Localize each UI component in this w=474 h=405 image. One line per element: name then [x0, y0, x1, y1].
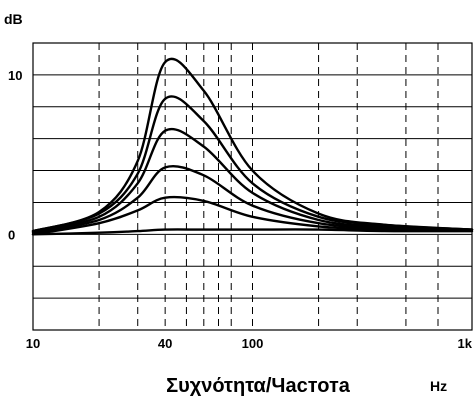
response-curve-3 — [31, 127, 474, 233]
plot-area-frame — [32, 42, 473, 331]
response-curve-2 — [31, 95, 474, 233]
x-tick-label: 1k — [458, 336, 473, 351]
x-tick-label: 10 — [26, 336, 40, 351]
x-tick-label: 100 — [242, 336, 264, 351]
x-axis-unit-label: Hz — [430, 378, 447, 394]
response-curve-4 — [31, 164, 474, 234]
response-curve-6 — [31, 228, 474, 236]
y-axis-unit-label: dB — [4, 11, 23, 27]
y-tick-label: 10 — [8, 68, 22, 83]
response-curve-5 — [31, 195, 474, 236]
x-axis-label: Συχνότητα/Частота — [166, 375, 351, 397]
y-tick-label: 0 — [8, 227, 15, 242]
response-curves — [31, 57, 474, 236]
x-tick-label: 40 — [158, 336, 172, 351]
